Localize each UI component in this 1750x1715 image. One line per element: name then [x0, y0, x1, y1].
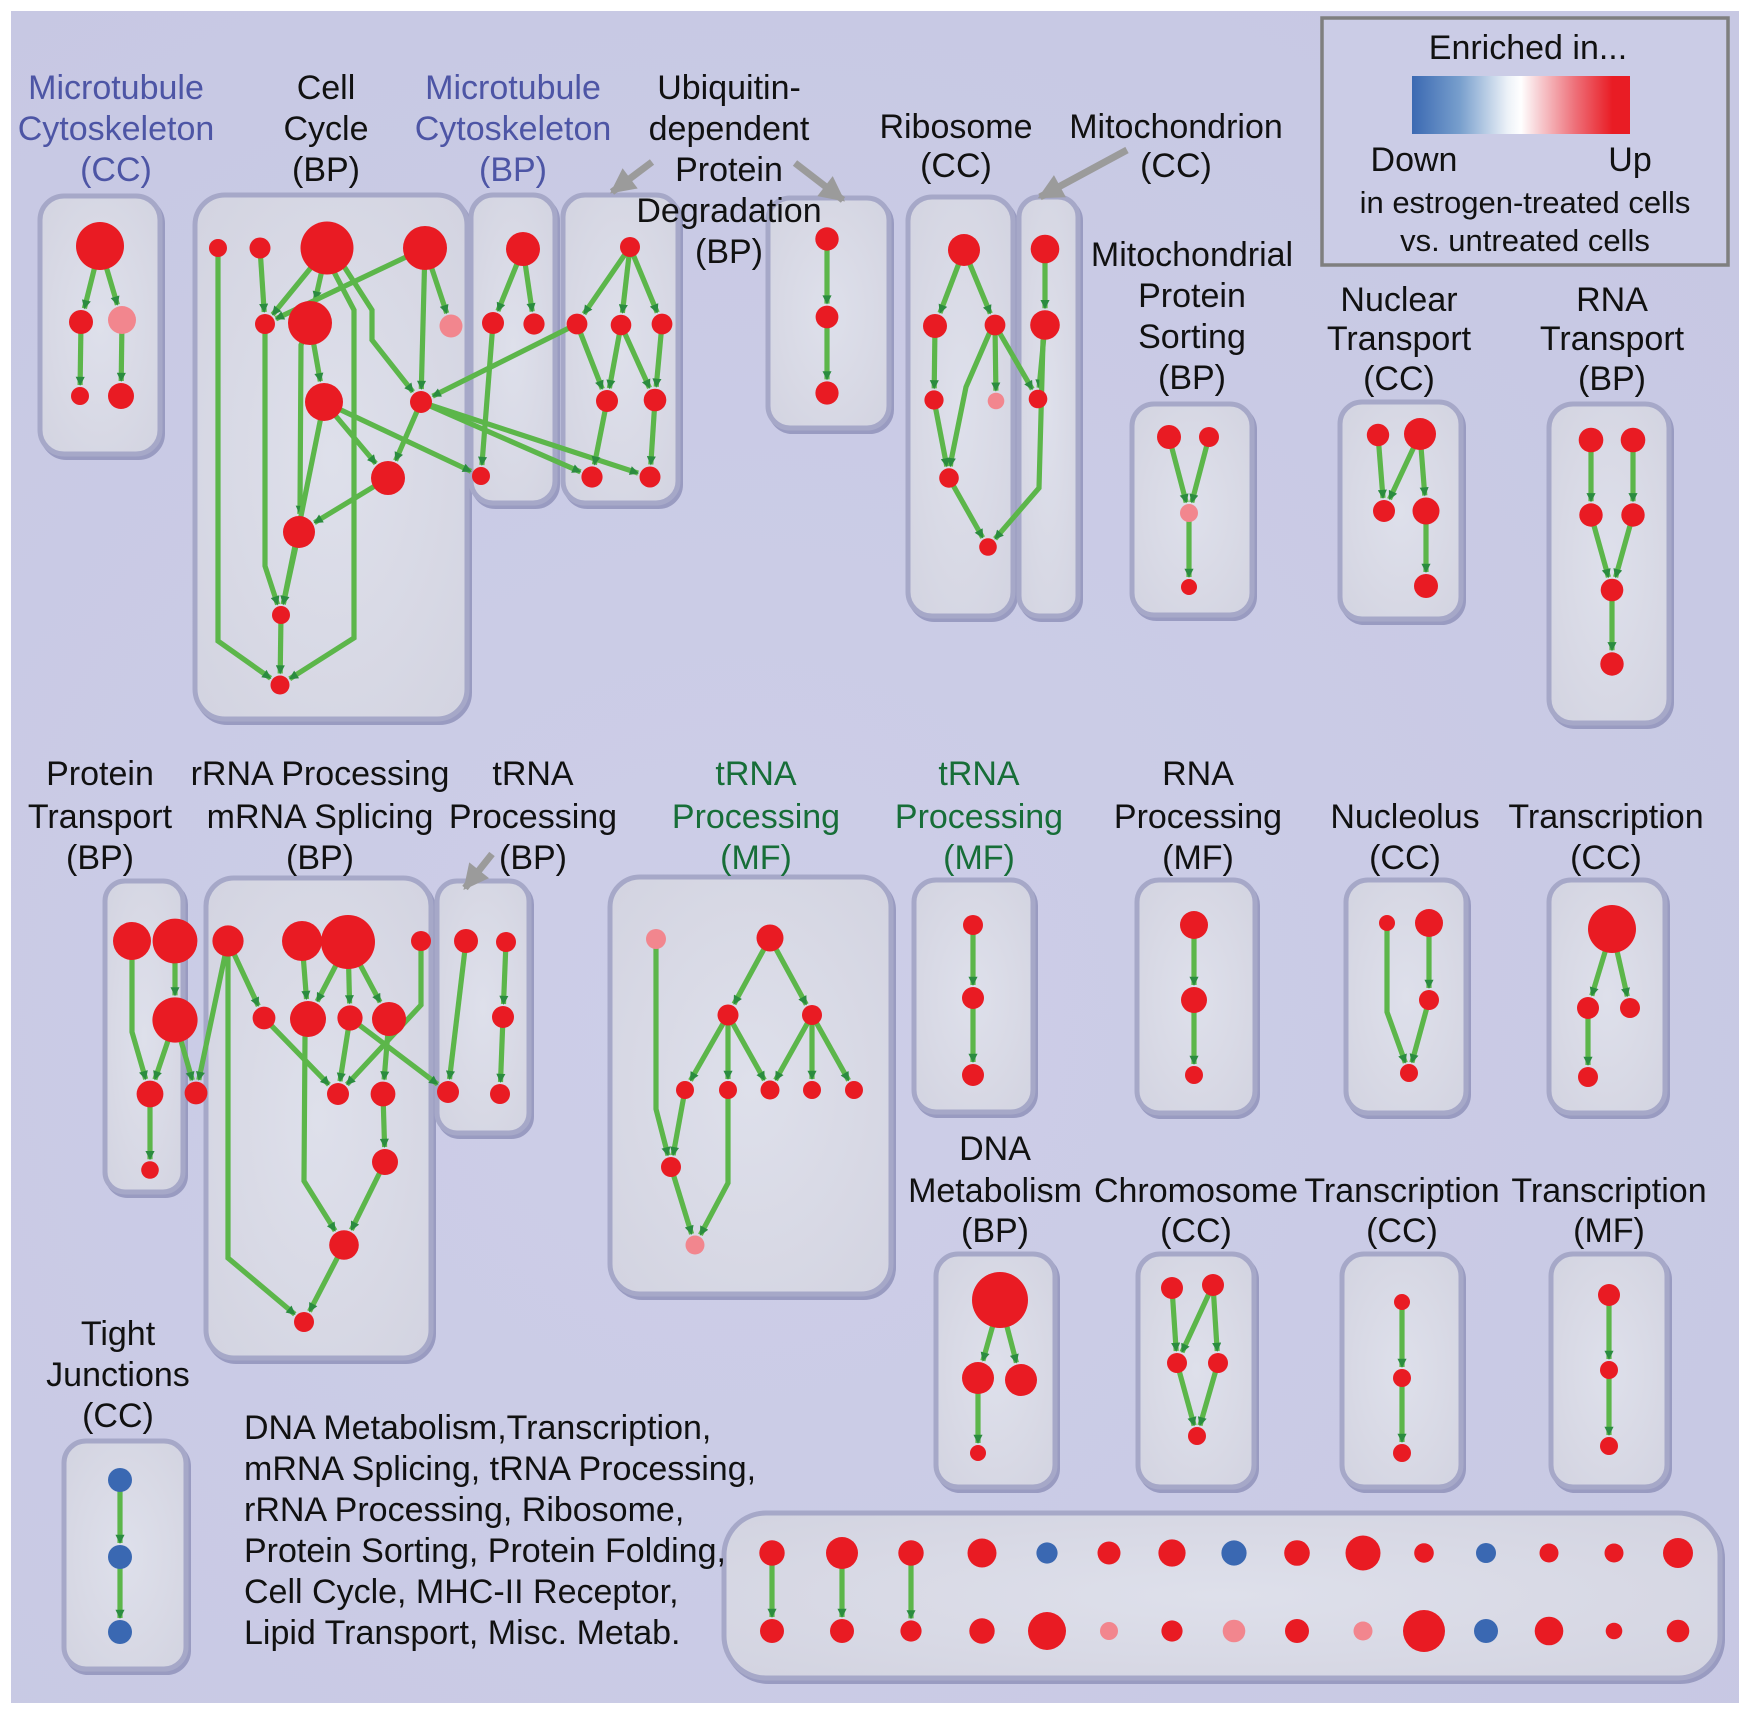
svg-text:(BP): (BP): [292, 151, 360, 189]
svg-text:mRNA Splicing: mRNA Splicing: [207, 798, 434, 836]
svg-text:Up: Up: [1608, 141, 1651, 179]
svg-text:Nuclear: Nuclear: [1340, 281, 1457, 319]
svg-text:(CC): (CC): [1369, 839, 1441, 877]
svg-text:(BP): (BP): [695, 233, 763, 271]
svg-text:Down: Down: [1371, 141, 1458, 179]
svg-text:(MF): (MF): [943, 839, 1015, 877]
svg-text:Processing: Processing: [449, 798, 617, 836]
svg-text:Chromosome: Chromosome: [1094, 1172, 1298, 1210]
svg-text:Ubiquitin-: Ubiquitin-: [657, 69, 801, 107]
svg-text:rRNA Processing, Ribosome,: rRNA Processing, Ribosome,: [244, 1491, 684, 1529]
svg-text:Processing: Processing: [1114, 798, 1282, 836]
svg-text:Lipid Transport, Misc. Metab.: Lipid Transport, Misc. Metab.: [244, 1614, 681, 1652]
svg-text:Protein: Protein: [46, 755, 154, 793]
svg-text:(BP): (BP): [66, 839, 134, 877]
svg-text:RNA: RNA: [1576, 281, 1648, 319]
svg-text:mRNA Splicing, tRNA Processing: mRNA Splicing, tRNA Processing,: [244, 1450, 756, 1488]
svg-text:Protein: Protein: [1138, 277, 1246, 315]
svg-text:(CC): (CC): [80, 151, 152, 189]
svg-text:Transcription: Transcription: [1508, 798, 1703, 836]
svg-text:(BP): (BP): [1158, 359, 1226, 397]
svg-text:Transport: Transport: [1540, 320, 1685, 358]
svg-text:(BP): (BP): [961, 1212, 1029, 1250]
svg-text:Cytoskeleton: Cytoskeleton: [415, 110, 612, 148]
svg-text:(BP): (BP): [479, 151, 547, 189]
svg-text:Cell: Cell: [297, 69, 356, 107]
svg-text:Microtubule: Microtubule: [28, 69, 204, 107]
svg-text:vs. untreated cells: vs. untreated cells: [1400, 223, 1650, 258]
svg-text:Protein: Protein: [675, 151, 783, 189]
svg-text:Metabolism: Metabolism: [908, 1172, 1082, 1210]
svg-text:DNA Metabolism,Transcription,: DNA Metabolism,Transcription,: [244, 1409, 711, 1447]
svg-text:Cell Cycle, MHC-II Receptor,: Cell Cycle, MHC-II Receptor,: [244, 1573, 679, 1611]
svg-text:Mitochondrion: Mitochondrion: [1069, 108, 1283, 146]
svg-text:(CC): (CC): [1160, 1212, 1232, 1250]
svg-text:Microtubule: Microtubule: [425, 69, 601, 107]
svg-text:Degradation: Degradation: [636, 192, 821, 230]
svg-text:RNA: RNA: [1162, 755, 1234, 793]
svg-text:Processing: Processing: [672, 798, 840, 836]
svg-text:Nucleolus: Nucleolus: [1330, 798, 1479, 836]
svg-text:Ribosome: Ribosome: [879, 108, 1032, 146]
svg-text:(MF): (MF): [720, 839, 792, 877]
svg-text:Cycle: Cycle: [283, 110, 368, 148]
svg-text:(CC): (CC): [82, 1397, 154, 1435]
svg-text:Transcription: Transcription: [1511, 1172, 1706, 1210]
svg-text:(CC): (CC): [1363, 360, 1435, 398]
svg-text:Transport: Transport: [28, 798, 173, 836]
svg-text:Junctions: Junctions: [46, 1356, 190, 1394]
svg-text:Sorting: Sorting: [1138, 318, 1246, 356]
svg-text:(MF): (MF): [1573, 1212, 1645, 1250]
svg-text:(BP): (BP): [286, 839, 354, 877]
svg-text:(MF): (MF): [1162, 839, 1234, 877]
svg-text:(CC): (CC): [1366, 1212, 1438, 1250]
svg-text:DNA: DNA: [959, 1130, 1031, 1168]
svg-text:tRNA: tRNA: [715, 755, 797, 793]
svg-text:rRNA Processing: rRNA Processing: [191, 755, 450, 793]
svg-text:Mitochondrial: Mitochondrial: [1091, 236, 1293, 274]
svg-text:(BP): (BP): [499, 839, 567, 877]
svg-text:in estrogen-treated cells: in estrogen-treated cells: [1360, 185, 1691, 220]
svg-text:dependent: dependent: [649, 110, 810, 148]
svg-text:Tight: Tight: [81, 1315, 156, 1353]
svg-text:Transport: Transport: [1327, 320, 1472, 358]
svg-text:tRNA: tRNA: [938, 755, 1020, 793]
svg-text:Protein Sorting, Protein Foldi: Protein Sorting, Protein Folding,: [244, 1532, 726, 1570]
svg-text:(CC): (CC): [1570, 839, 1642, 877]
svg-text:Enriched in...: Enriched in...: [1429, 29, 1627, 67]
svg-text:(BP): (BP): [1578, 360, 1646, 398]
svg-text:Processing: Processing: [895, 798, 1063, 836]
svg-text:tRNA: tRNA: [492, 755, 574, 793]
svg-text:(CC): (CC): [920, 147, 992, 185]
svg-text:(CC): (CC): [1140, 147, 1212, 185]
svg-text:Transcription: Transcription: [1304, 1172, 1499, 1210]
svg-text:Cytoskeleton: Cytoskeleton: [18, 110, 215, 148]
